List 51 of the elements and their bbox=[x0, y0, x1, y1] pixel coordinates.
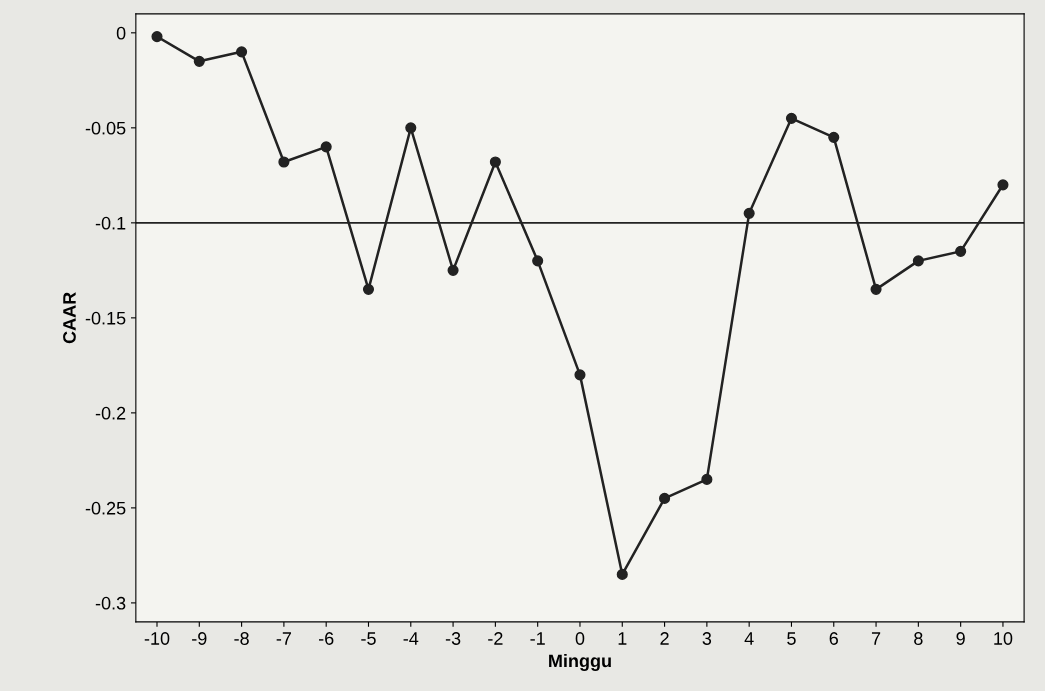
x-tick-label: -1 bbox=[530, 632, 545, 645]
x-tick-label: 2 bbox=[660, 632, 669, 645]
point bbox=[574, 369, 586, 381]
point bbox=[616, 568, 628, 580]
y-axis-title: CAAR bbox=[63, 292, 76, 344]
x-tick-label: -8 bbox=[234, 632, 249, 645]
point bbox=[955, 245, 967, 257]
point bbox=[997, 179, 1009, 191]
x-tick-label: 3 bbox=[702, 632, 712, 645]
point bbox=[659, 492, 671, 504]
y-tick-label: 0 bbox=[116, 26, 126, 40]
x-tick-label: -9 bbox=[192, 632, 207, 645]
x-tick-label: 6 bbox=[829, 632, 838, 645]
y-tick-label: -0.05 bbox=[85, 121, 126, 135]
x-tick-label: 5 bbox=[787, 632, 796, 645]
point bbox=[236, 46, 248, 58]
y-tick-label: -0.25 bbox=[85, 501, 126, 515]
y-tick-label: -0.1 bbox=[95, 216, 126, 230]
x-tick-label: -6 bbox=[318, 632, 334, 645]
x-axis-title: Minggu bbox=[549, 654, 611, 671]
x-tick-label: -5 bbox=[361, 632, 376, 645]
x-tick-label: 10 bbox=[994, 632, 1013, 645]
point bbox=[701, 473, 713, 485]
x-tick-label: -10 bbox=[144, 632, 170, 645]
point bbox=[362, 283, 375, 295]
point bbox=[151, 31, 163, 43]
point bbox=[193, 55, 205, 67]
x-tick-label: 9 bbox=[956, 632, 965, 645]
point bbox=[785, 112, 798, 124]
x-tick-label: 4 bbox=[744, 632, 754, 645]
point bbox=[405, 122, 417, 134]
y-tick-label: -0.15 bbox=[85, 311, 126, 325]
point bbox=[828, 131, 840, 143]
x-tick-label: 0 bbox=[575, 632, 585, 645]
x-tick-label: 7 bbox=[871, 632, 881, 645]
x-tick-label: -3 bbox=[445, 632, 461, 645]
point bbox=[447, 264, 459, 276]
point bbox=[912, 255, 924, 267]
point bbox=[320, 141, 332, 153]
point bbox=[870, 283, 882, 295]
point bbox=[532, 255, 544, 267]
x-tick-label: 1 bbox=[618, 632, 627, 645]
x-tick-label: -4 bbox=[403, 632, 419, 645]
x-tick-label: 8 bbox=[914, 632, 923, 645]
point bbox=[489, 156, 501, 168]
y-tick-label: -0.3 bbox=[95, 596, 126, 610]
x-tick-label: -7 bbox=[276, 632, 292, 645]
x-tick-label: -2 bbox=[488, 632, 503, 645]
point bbox=[278, 156, 290, 168]
y-tick-label: -0.2 bbox=[95, 406, 126, 420]
point bbox=[743, 207, 755, 219]
